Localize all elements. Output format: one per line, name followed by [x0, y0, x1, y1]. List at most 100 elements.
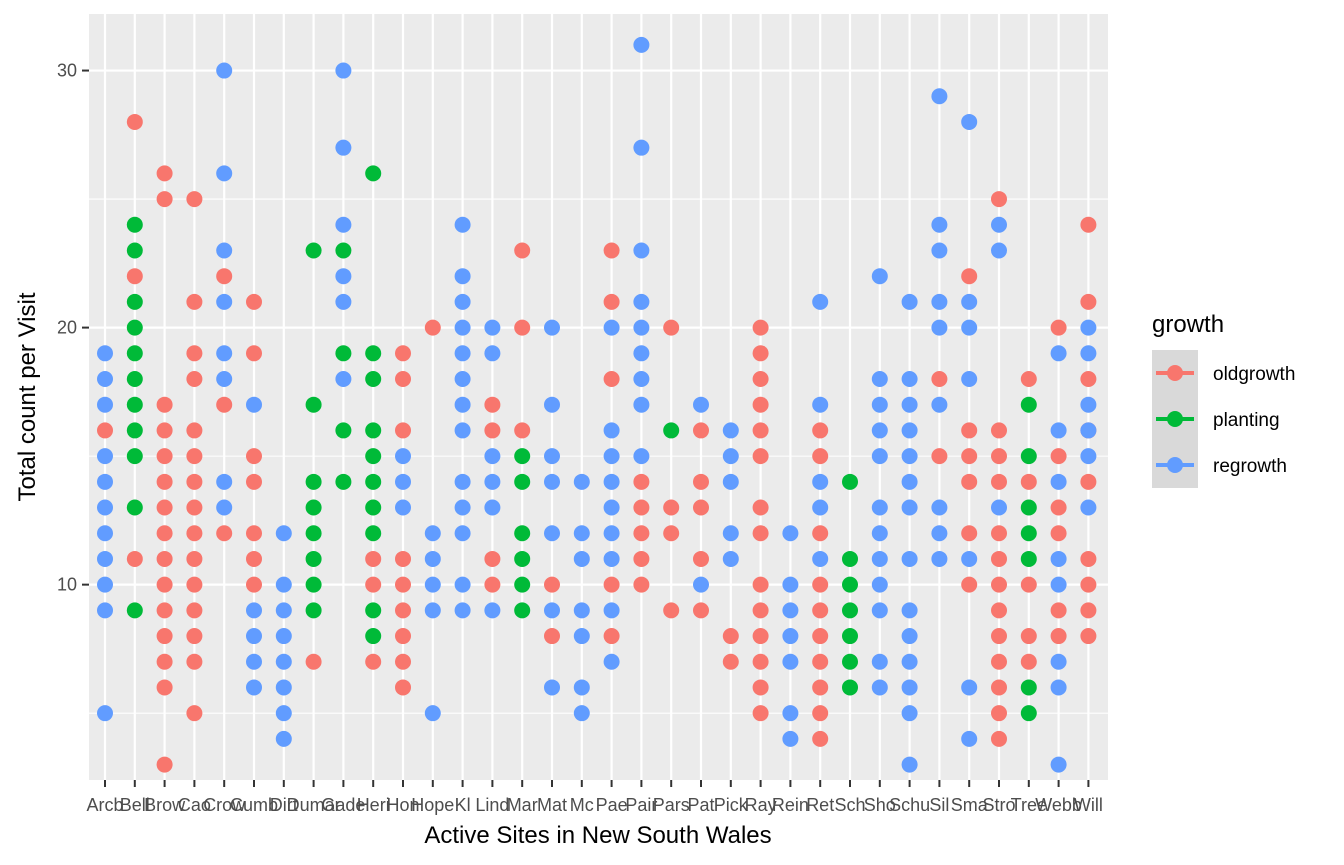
data-point-oldgrowth [961, 576, 978, 593]
data-point-regrowth [544, 473, 560, 490]
data-point-regrowth [633, 242, 650, 259]
data-point-regrowth [1050, 576, 1067, 593]
data-point-regrowth [454, 525, 471, 542]
data-point-regrowth [246, 396, 262, 413]
data-point-oldgrowth [156, 576, 173, 593]
data-point-regrowth [871, 576, 888, 593]
data-point-planting [365, 345, 382, 362]
x-tick-label: Dumar [287, 795, 341, 815]
data-point-regrowth [424, 576, 441, 593]
data-point-oldgrowth [991, 679, 1007, 696]
x-tick-label: Kl [455, 795, 471, 815]
data-point-oldgrowth [395, 550, 411, 567]
data-point-regrowth [484, 602, 501, 619]
data-point-oldgrowth [991, 422, 1007, 439]
x-tick-label: Mat [537, 795, 567, 815]
data-point-oldgrowth [663, 499, 680, 516]
x-tick-label: Gade [321, 795, 365, 815]
data-point-regrowth [812, 293, 829, 310]
data-point-regrowth [573, 550, 590, 567]
data-point-oldgrowth [424, 319, 441, 336]
data-point-oldgrowth [156, 628, 173, 645]
data-point-oldgrowth [931, 448, 948, 465]
data-point-oldgrowth [1050, 602, 1067, 619]
data-point-regrowth [603, 499, 620, 516]
data-point-regrowth [1080, 345, 1097, 362]
data-point-planting [842, 576, 858, 593]
data-point-regrowth [454, 345, 471, 362]
data-point-regrowth [1050, 550, 1067, 567]
x-tick-label: Hon [386, 795, 419, 815]
data-point-regrowth [901, 756, 918, 773]
data-point-regrowth [782, 576, 799, 593]
data-point-oldgrowth [156, 756, 173, 773]
data-point-oldgrowth [812, 730, 829, 747]
data-point-oldgrowth [1020, 653, 1037, 670]
x-tick-label: Hope [411, 795, 454, 815]
data-point-regrowth [901, 705, 918, 722]
data-point-regrowth [901, 499, 918, 516]
data-point-oldgrowth [246, 293, 262, 310]
data-point-regrowth [633, 371, 650, 388]
data-point-oldgrowth [1080, 550, 1097, 567]
data-point-oldgrowth [544, 576, 560, 593]
data-point-oldgrowth [1050, 448, 1067, 465]
data-point-regrowth [603, 525, 620, 542]
data-point-oldgrowth [246, 345, 262, 362]
data-point-oldgrowth [186, 191, 203, 208]
data-point-oldgrowth [752, 371, 769, 388]
data-point-planting [305, 525, 322, 542]
data-point-oldgrowth [752, 422, 769, 439]
data-point-regrowth [693, 396, 709, 413]
y-tick-label: 10 [57, 575, 77, 595]
data-point-planting [126, 242, 143, 259]
data-point-regrowth [603, 473, 620, 490]
data-point-oldgrowth [97, 422, 113, 439]
data-point-regrowth [454, 499, 471, 516]
data-point-oldgrowth [991, 576, 1007, 593]
data-point-regrowth [573, 525, 590, 542]
data-point-regrowth [901, 473, 918, 490]
data-point-regrowth [961, 371, 978, 388]
data-point-planting [305, 396, 322, 413]
data-point-regrowth [335, 62, 352, 79]
data-point-regrowth [454, 576, 471, 593]
data-point-oldgrowth [156, 679, 173, 696]
data-point-planting [335, 473, 352, 490]
x-tick-label: Pat [687, 795, 714, 815]
data-point-oldgrowth [246, 576, 262, 593]
data-point-oldgrowth [1050, 319, 1067, 336]
data-point-oldgrowth [991, 730, 1007, 747]
data-point-planting [365, 602, 382, 619]
data-point-oldgrowth [633, 473, 650, 490]
data-point-oldgrowth [1080, 371, 1097, 388]
data-point-regrowth [1080, 499, 1097, 516]
x-tick-label: Rein [772, 795, 809, 815]
data-point-regrowth [603, 448, 620, 465]
data-point-regrowth [275, 705, 292, 722]
data-point-regrowth [961, 550, 978, 567]
data-point-regrowth [991, 499, 1007, 516]
legend-key-point [1167, 411, 1183, 427]
data-point-oldgrowth [1080, 602, 1097, 619]
data-point-oldgrowth [1020, 628, 1037, 645]
data-point-oldgrowth [633, 525, 650, 542]
data-point-regrowth [633, 293, 650, 310]
data-point-oldgrowth [544, 628, 560, 645]
data-point-regrowth [931, 550, 948, 567]
data-point-regrowth [216, 242, 233, 259]
data-point-regrowth [544, 396, 560, 413]
data-point-regrowth [603, 550, 620, 567]
data-point-regrowth [454, 396, 471, 413]
legend: growth oldgrowth planting regrowth [1152, 311, 1295, 488]
legend-key-point [1167, 365, 1183, 381]
data-point-regrowth [454, 602, 471, 619]
data-point-regrowth [97, 473, 113, 490]
data-point-planting [842, 602, 858, 619]
data-point-oldgrowth [812, 705, 829, 722]
data-point-oldgrowth [514, 319, 531, 336]
data-point-oldgrowth [365, 576, 382, 593]
data-point-oldgrowth [693, 550, 709, 567]
data-point-oldgrowth [603, 242, 620, 259]
data-point-oldgrowth [484, 396, 501, 413]
